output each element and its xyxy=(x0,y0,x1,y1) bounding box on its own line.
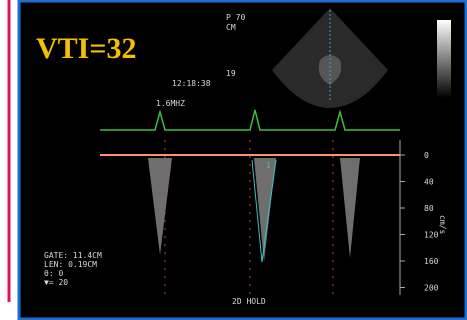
vti-label: VTI=32 xyxy=(36,32,136,65)
marker: 1 xyxy=(266,161,271,170)
scale-label: 0 xyxy=(424,151,429,160)
screen: VTI=32 P 70 CM 19 12:18:38 1.6MHZ 1 0 40 8… xyxy=(0,0,467,320)
probe: P 70 xyxy=(226,13,245,22)
scale-label: 120 xyxy=(424,231,439,240)
status: 2D HOLD xyxy=(232,297,266,306)
unit: CM xyxy=(226,23,236,32)
setting: GATE: 11.4CM xyxy=(44,251,102,260)
setting: LEN: 0.19CM xyxy=(44,260,97,269)
scale-unit: cm/s xyxy=(438,215,447,234)
gray-bar xyxy=(437,20,451,98)
setting: θ: 0 xyxy=(44,269,63,278)
scale-label: 40 xyxy=(424,178,434,187)
scale-label: 200 xyxy=(424,284,439,293)
time: 12:18:38 xyxy=(172,79,211,88)
setting: ▼= 20 xyxy=(44,278,68,287)
scale-label: 160 xyxy=(424,257,439,266)
frame: 19 xyxy=(226,69,236,78)
frequency: 1.6MHZ xyxy=(156,99,185,108)
scale-label: 80 xyxy=(424,204,434,213)
